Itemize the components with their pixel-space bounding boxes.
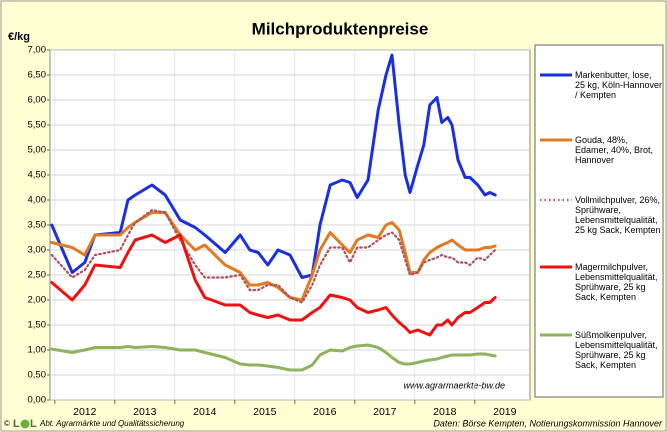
legend-label: Magermilchpulver, Lebensmittelqualität, … bbox=[575, 262, 658, 302]
series-line bbox=[50, 233, 497, 337]
y-tick-label: 3,50 bbox=[28, 220, 47, 231]
y-tick-label: 4,50 bbox=[28, 170, 47, 181]
x-tick-label: 2015 bbox=[253, 406, 277, 418]
x-tick-label: 2019 bbox=[493, 406, 517, 418]
y-tick-label: 6,50 bbox=[28, 70, 47, 81]
y-tick-label: 3,00 bbox=[28, 245, 47, 256]
y-tick-label: 4,00 bbox=[28, 195, 47, 206]
y-axis-label: €/kg bbox=[8, 31, 30, 43]
y-tick-label: 7,00 bbox=[28, 45, 47, 56]
x-tick-label: 2017 bbox=[373, 406, 397, 418]
y-tick-label: 6,00 bbox=[28, 95, 47, 106]
legend-label: Süßmolkenpulver, Lebensmittelqualität, S… bbox=[575, 330, 658, 370]
y-tick-label: 1,00 bbox=[28, 345, 47, 356]
legend-label: Markenbutter, lose, 25 kg, Köln-Hannover… bbox=[575, 70, 663, 100]
x-tick-label: 2013 bbox=[133, 406, 157, 418]
series-line bbox=[50, 343, 497, 372]
x-tick-label: 2014 bbox=[193, 406, 217, 418]
y-tick-label: 0,50 bbox=[28, 370, 47, 381]
x-tick-label: 2016 bbox=[313, 406, 337, 418]
x-tick-label: 2018 bbox=[433, 406, 457, 418]
series-line bbox=[50, 53, 497, 279]
series-line bbox=[50, 208, 497, 304]
source: Daten: Börse Kempten, Notierungskommissi… bbox=[433, 418, 663, 428]
logo-dot bbox=[20, 419, 30, 429]
y-tick-label: 0,00 bbox=[28, 395, 47, 406]
legend-label: Gouda, 48%, Edamer, 40%, Brot, Hannover bbox=[575, 135, 654, 165]
legend-box bbox=[534, 44, 664, 398]
y-tick-label: 1,50 bbox=[28, 320, 47, 331]
logo-letter: L bbox=[30, 418, 37, 430]
y-tick-label: 2,50 bbox=[28, 270, 47, 281]
legend-label: Vollmilchpulver, 26%, Sprühware, Lebensm… bbox=[575, 195, 661, 235]
x-tick-label: 2012 bbox=[73, 406, 97, 418]
copyright: © bbox=[4, 419, 10, 428]
logo-letter: L bbox=[13, 418, 20, 430]
y-tick-label: 5,00 bbox=[28, 145, 47, 156]
y-tick-label: 2,00 bbox=[28, 295, 47, 306]
annotation: www.agrarmaerkte-bw.de bbox=[403, 380, 505, 390]
chart-title: Milchproduktenpreise bbox=[252, 19, 429, 38]
y-tick-label: 5,50 bbox=[28, 120, 47, 131]
department: Abt. Agrarmärkte und Qualitätssicherung bbox=[39, 419, 185, 428]
